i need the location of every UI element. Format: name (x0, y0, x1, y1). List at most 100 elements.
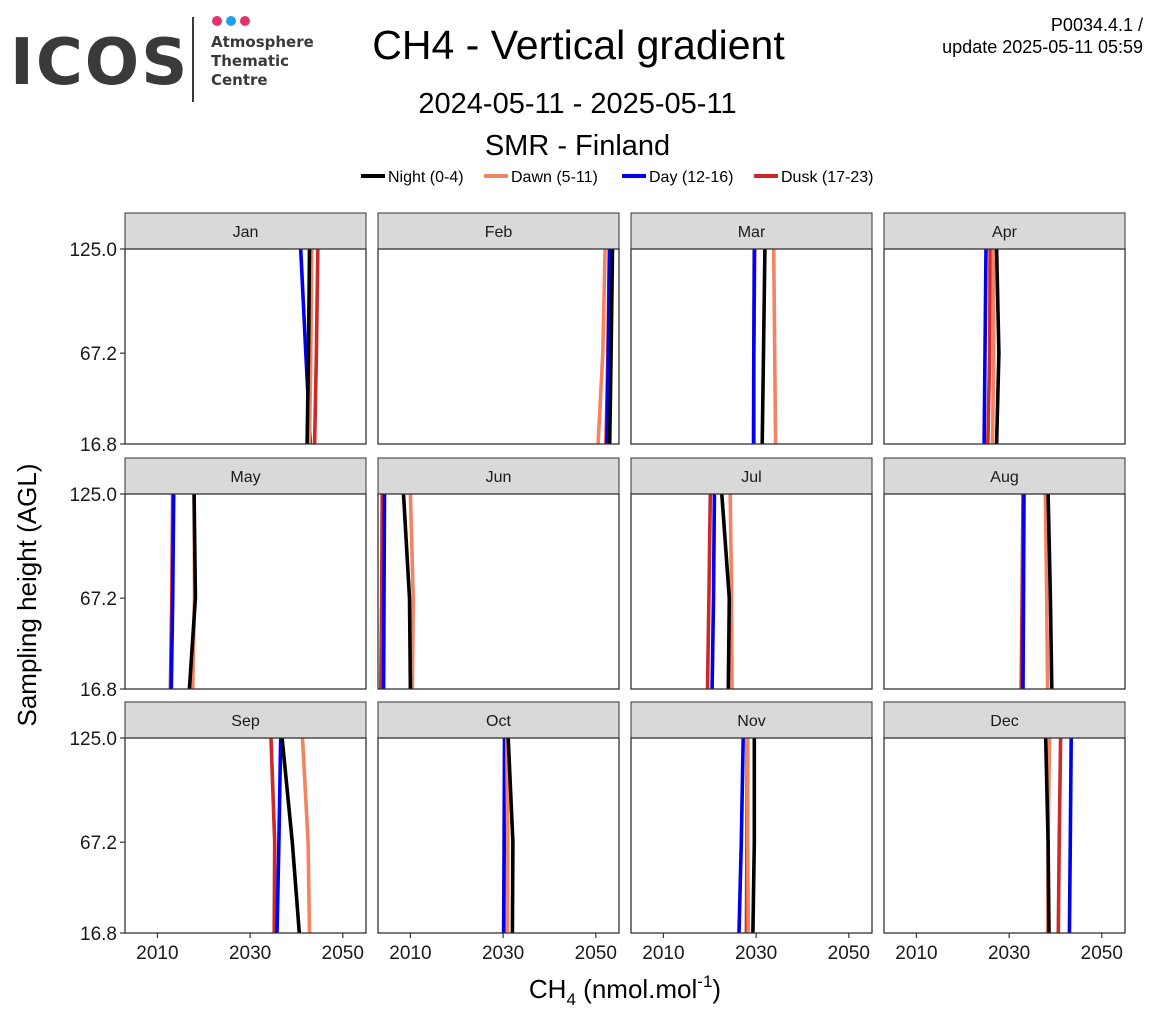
panel-plot-area (884, 738, 1125, 933)
panel-plot-area (631, 738, 872, 933)
panel-border (377, 248, 620, 445)
panel-may: May (124, 457, 367, 690)
y-tick-label: 16.8 (80, 435, 117, 456)
x-tick-label: 2050 (1081, 943, 1123, 964)
series-line-day (275, 737, 283, 934)
series-line-day (737, 737, 745, 934)
panel-month-label: Mar (738, 224, 766, 241)
panel-strip (124, 212, 367, 250)
legend-label-2: Day (12-16) (649, 169, 733, 186)
series-line-dawn (408, 493, 416, 690)
version-info: P0034.4.1 / update 2025-05-11 05:59 (942, 14, 1143, 58)
panel-plot-area (631, 249, 872, 444)
series-line-day (501, 737, 507, 934)
series-line-day (710, 493, 717, 690)
series-line-night (280, 737, 302, 934)
y-tick-label: 67.2 (80, 833, 117, 854)
x-tick-label: 2050 (828, 943, 870, 964)
series-line-night (994, 248, 1001, 445)
panel-plot-area (884, 249, 1125, 444)
series-line-day (381, 493, 387, 690)
logo-line-1: Atmosphere (211, 33, 314, 51)
panel-border (377, 493, 620, 690)
series-line-night (305, 248, 312, 445)
panel-border (630, 493, 873, 690)
series-line-dusk (1056, 737, 1063, 934)
panel-jul: Jul (630, 457, 873, 690)
panel-plot-area (378, 249, 619, 444)
y-tick-label: 125.0 (69, 729, 117, 750)
x-axis-title: CH4 (nmol.mol-1) (529, 972, 721, 1009)
panel-jan: Jan (124, 212, 367, 445)
panel-border (883, 493, 1126, 690)
series-line-night (1046, 493, 1054, 690)
panel-plot-area (884, 494, 1125, 689)
chart-title: CH4 - Vertical gradient (372, 22, 785, 68)
panel-feb: Feb (377, 212, 620, 445)
panel-jun: Jun (377, 457, 620, 690)
panel-strip (124, 701, 367, 739)
panel-month-label: Sep (231, 713, 260, 730)
series-line-day (169, 493, 176, 690)
panel-plot-area (125, 249, 366, 444)
panel-border (124, 493, 367, 690)
logo-dot-1 (212, 16, 222, 26)
legend-label-1: Dawn (5-11) (511, 169, 598, 186)
series-line-night (506, 737, 515, 934)
series-line-day (751, 248, 757, 444)
panel-month-label: Apr (992, 224, 1018, 241)
panel-border (883, 737, 1126, 934)
panel-month-label: Aug (990, 469, 1018, 486)
panel-month-label: Jul (741, 469, 761, 486)
series-line-night (187, 493, 198, 690)
series-line-dusk (705, 493, 713, 690)
panel-month-label: Jan (233, 224, 259, 241)
panel-plot-area (125, 494, 366, 689)
panel-dec: Dec (883, 701, 1126, 934)
series-line-night (401, 493, 413, 690)
series-line-dawn (307, 248, 314, 445)
series-line-night (720, 493, 732, 690)
series-line-dawn (990, 248, 996, 445)
panel-mar: Mar (630, 212, 873, 445)
x-tick-label: 2030 (735, 943, 777, 964)
panel-month-label: Dec (990, 713, 1018, 730)
panel-strip (377, 701, 620, 739)
logo-dot-2 (226, 16, 236, 26)
panel-oct: Oct (377, 701, 620, 934)
series-line-night (760, 248, 767, 445)
logo-dot-3 (240, 16, 250, 26)
panel-aug: Aug (883, 457, 1126, 690)
y-tick-label: 67.2 (80, 344, 117, 365)
panel-border (124, 737, 367, 934)
panel-month-label: Oct (486, 713, 511, 730)
panel-plot-area (631, 494, 872, 689)
series-line-day (605, 248, 612, 445)
icos-logo: ICOS Atmosphere Thematic Centre (10, 16, 314, 102)
month-panels: Jan Feb Mar Apr May Jun Jul Aug Sep Oct Nov Dec (124, 212, 1126, 934)
panel-apr: Apr (883, 212, 1126, 445)
legend-label-3: Dusk (17-23) (781, 169, 873, 186)
panel-strip (630, 457, 873, 495)
y-tick-label: 67.2 (80, 589, 117, 610)
panel-month-label: Nov (737, 713, 765, 730)
logo-line-2: Thematic (211, 52, 289, 70)
y-axis-title: Sampling height (AGL) (12, 463, 42, 726)
panel-month-label: Jun (486, 469, 512, 486)
x-tick-label: 2010 (389, 943, 431, 964)
x-tick-label: 2030 (482, 943, 524, 964)
x-tick-label: 2050 (322, 943, 364, 964)
series-line-dawn (505, 737, 510, 934)
panel-border (377, 737, 620, 934)
x-tick-label: 2010 (136, 943, 178, 964)
chart-station: SMR - Finland (484, 130, 671, 162)
update-timestamp: update 2025-05-11 05:59 (942, 37, 1143, 57)
x-tick-label: 2010 (642, 943, 684, 964)
panel-border (630, 737, 873, 934)
series-line-night (1043, 737, 1051, 934)
panel-month-label: May (230, 469, 260, 486)
logo-line-3: Centre (211, 71, 268, 89)
panel-nov: Nov (630, 701, 873, 934)
panel-plot-area (378, 738, 619, 933)
